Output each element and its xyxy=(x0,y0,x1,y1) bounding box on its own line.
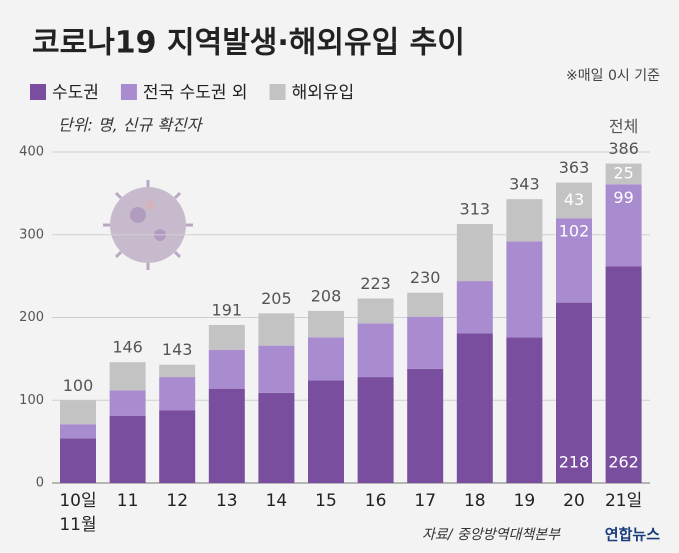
bar-segment xyxy=(109,362,146,391)
bar-segment xyxy=(159,410,196,483)
total-label: 363 xyxy=(559,158,590,177)
x-tick-label: 10일 xyxy=(59,491,96,511)
segment-label: 99 xyxy=(613,188,633,207)
bar-segment xyxy=(258,345,295,393)
bar-segment xyxy=(506,337,543,483)
total-label: 100 xyxy=(63,376,94,395)
bar-segment xyxy=(556,302,592,483)
y-tick-label: 200 xyxy=(19,310,44,325)
segment-label: 43 xyxy=(564,190,584,209)
bar-segment xyxy=(357,323,394,378)
legend-label: 수도권 xyxy=(52,83,99,103)
y-tick-label: 300 xyxy=(19,227,44,242)
bar-segment xyxy=(208,324,245,350)
y-tick-label: 400 xyxy=(19,145,44,160)
x-tick-label: 15 xyxy=(315,491,337,511)
bar-segment xyxy=(357,377,394,483)
segment-label: 262 xyxy=(608,453,639,472)
bar-segment xyxy=(407,316,444,369)
bar-segment xyxy=(506,241,543,338)
total-label: 343 xyxy=(509,175,540,194)
total-label: 223 xyxy=(360,274,391,293)
x-tick-label: 11 xyxy=(117,491,139,511)
y-tick-label: 0 xyxy=(36,476,44,491)
legend-swatch xyxy=(269,84,286,100)
segment-label: 25 xyxy=(613,163,633,182)
bar-segment xyxy=(308,380,344,483)
total-label: 386 xyxy=(608,139,639,158)
bar-segment xyxy=(159,364,196,378)
total-label: 191 xyxy=(212,300,243,319)
x-tick-label: 20 xyxy=(563,491,585,511)
source: 자료/ 중앙방역대책본부 xyxy=(422,527,561,543)
chart-title: 코로나19 지역발생·해외유입 추이 xyxy=(32,26,465,61)
x-tick-label: 14 xyxy=(266,491,288,511)
legend-swatch xyxy=(120,84,137,100)
bar-segment xyxy=(159,377,196,411)
x-tick-label: 21일 xyxy=(605,491,642,511)
bar-segment xyxy=(60,424,96,439)
x-tick-label: 19 xyxy=(514,491,536,511)
total-caption: 전체 xyxy=(609,117,638,136)
bar-segment xyxy=(109,390,146,416)
bar-segment xyxy=(258,392,295,483)
bar-segment xyxy=(357,298,394,324)
bar-segment xyxy=(605,266,642,483)
bar-segment xyxy=(456,223,493,282)
bar-segment xyxy=(605,184,642,267)
bar-segment xyxy=(456,281,493,334)
x-tick-label: 18 xyxy=(464,491,486,511)
y-tick-label: 100 xyxy=(19,393,44,408)
x-sublabel: 11월 xyxy=(59,515,96,535)
bar-segment xyxy=(308,310,344,338)
legend-swatch xyxy=(30,84,46,100)
unit: 단위: 명, 신규 확진자 xyxy=(58,116,204,135)
legend-label: 전국 수도권 외 xyxy=(143,83,248,103)
bar-segment xyxy=(605,163,642,185)
segment-label: 102 xyxy=(559,222,590,241)
total-label: 230 xyxy=(410,268,441,287)
bar-segment xyxy=(208,349,245,389)
note: ※매일 0시 기준 xyxy=(566,68,660,84)
bar-segment xyxy=(556,218,592,303)
bar-segment xyxy=(308,337,344,381)
total-label: 205 xyxy=(261,289,292,308)
logo: 연합뉴스 xyxy=(605,526,660,544)
virus-illustration xyxy=(103,180,193,270)
bar-segment xyxy=(556,182,592,219)
bar-segment xyxy=(208,388,245,483)
total-label: 208 xyxy=(311,286,342,305)
total-label: 146 xyxy=(112,338,143,357)
segment-label: 218 xyxy=(559,453,590,472)
bar-segment xyxy=(60,438,96,483)
x-tick-label: 16 xyxy=(365,491,387,511)
total-label: 143 xyxy=(162,340,193,359)
bar-segment xyxy=(407,368,444,483)
total-label: 313 xyxy=(460,199,491,218)
bar-segment xyxy=(258,313,295,346)
x-tick-label: 12 xyxy=(166,491,188,511)
bar-segment xyxy=(506,199,543,242)
bar-segment xyxy=(456,333,493,483)
legend-label: 해외유입 xyxy=(292,83,355,103)
x-tick-label: 13 xyxy=(216,491,238,511)
x-tick-label: 17 xyxy=(414,491,436,511)
bar-segment xyxy=(60,400,96,425)
bar-segment xyxy=(109,415,146,483)
bar-segment xyxy=(407,292,444,317)
